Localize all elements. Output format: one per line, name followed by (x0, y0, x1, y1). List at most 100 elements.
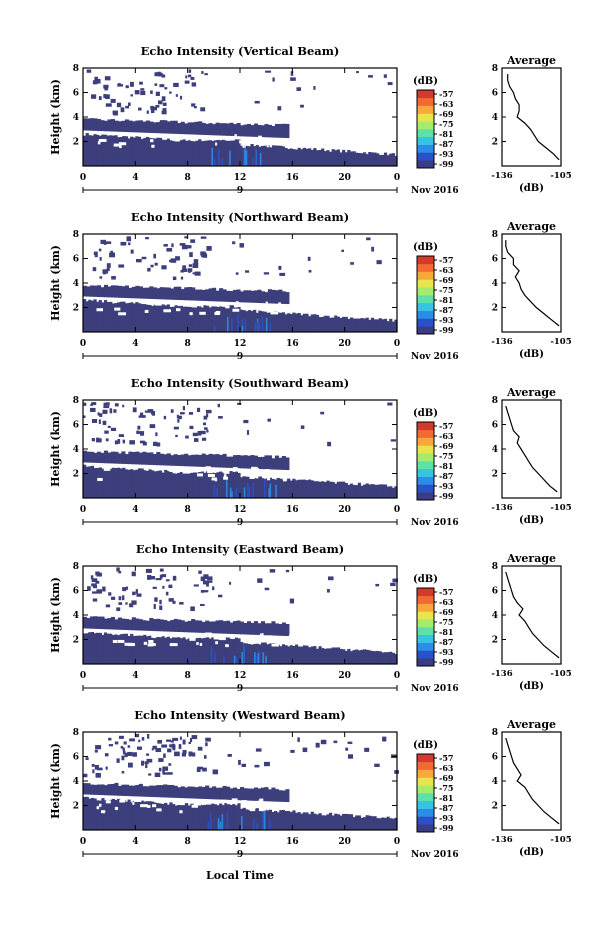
echo-speckle (131, 571, 136, 577)
colorbar-swatch (417, 650, 434, 659)
y-tick-label: 2 (73, 138, 79, 148)
echo-gap (103, 467, 111, 471)
echo-strong (252, 158, 255, 166)
echo-column (106, 800, 110, 830)
echo-column (90, 632, 95, 664)
echo-column (344, 316, 348, 332)
echo-column (132, 470, 136, 498)
colorbar-swatch (417, 588, 434, 597)
echo-speckle (179, 412, 185, 415)
echo-column (276, 644, 280, 664)
echo-column (122, 136, 126, 166)
colorbar-tick-label: -81 (439, 461, 453, 471)
echo-column (100, 120, 105, 132)
echo-column (278, 457, 283, 470)
echo-layer (83, 567, 398, 664)
echo-column (318, 646, 322, 664)
echo-column (219, 471, 223, 498)
echo-column (83, 796, 87, 830)
echo-column (215, 620, 220, 634)
echo-speckle (91, 402, 97, 406)
echo-column (179, 638, 184, 664)
echo-column (107, 452, 112, 464)
echo-column (187, 805, 191, 830)
echo-speckle (127, 751, 133, 756)
panel-title: Echo Intensity (Northward Beam) (131, 210, 349, 224)
echo-column (237, 803, 241, 830)
echo-speckle (92, 267, 97, 272)
echo-column (117, 453, 122, 464)
echo-column (260, 145, 265, 166)
echo-column (107, 119, 112, 132)
echo-strong (263, 810, 266, 830)
echo-speckle (179, 602, 184, 605)
echo-column (373, 484, 377, 498)
echo-column (253, 455, 259, 469)
day-label: 9 (237, 186, 243, 196)
echo-column (185, 140, 189, 166)
echo-speckle (368, 75, 373, 78)
echo-column (253, 309, 257, 332)
echo-column (264, 292, 269, 304)
echo-column (389, 318, 393, 332)
echo-column (124, 285, 129, 299)
echo-column (376, 319, 380, 332)
echo-column (247, 146, 252, 166)
x-tick-label: 12 (234, 173, 247, 183)
echo-layer (83, 733, 399, 830)
echo-column (191, 122, 196, 135)
echo-strong (231, 318, 233, 332)
echo-column (257, 788, 262, 802)
echo-column (246, 123, 252, 137)
x-tick-label: 12 (234, 671, 247, 681)
echo-column (336, 481, 341, 498)
echo-gap (322, 810, 327, 814)
echo-speckle (182, 739, 186, 745)
colorbar-tick-label: -81 (439, 793, 453, 803)
echo-gap (333, 632, 338, 636)
echo-gap (134, 798, 142, 802)
echo-column (117, 302, 121, 332)
echo-column (198, 620, 203, 633)
echo-column (274, 124, 279, 138)
echo-strong (269, 819, 271, 830)
echo-column (219, 454, 224, 468)
echo-gap (268, 635, 273, 639)
echo-column (182, 637, 186, 664)
echo-gap (148, 640, 154, 644)
echo-column (156, 618, 161, 632)
echo-column (362, 817, 367, 830)
echo-speckle (142, 441, 147, 446)
echo-column (179, 140, 184, 166)
echo-column (90, 465, 95, 498)
echo-speckle (100, 239, 106, 244)
echo-speckle (264, 587, 270, 591)
echo-column (233, 124, 238, 137)
echo-column (132, 137, 136, 166)
echo-speckle (188, 412, 194, 415)
echo-column (258, 310, 262, 332)
echo-column (294, 480, 299, 498)
echo-speckle (103, 422, 107, 426)
echo-column (164, 469, 168, 498)
echo-column (142, 121, 147, 133)
echo-column (124, 618, 129, 631)
echo-gap (355, 476, 361, 480)
echo-speckle (120, 745, 124, 749)
echo-column (159, 785, 164, 798)
echo-column (211, 306, 215, 332)
echo-speckle (126, 236, 132, 242)
echo-column (127, 138, 131, 166)
echo-column (279, 646, 283, 664)
echo-speckle (138, 739, 141, 743)
echo-column (161, 139, 165, 166)
x-tick-label: 16 (286, 173, 299, 183)
echo-column (124, 303, 129, 332)
echo-column (347, 150, 351, 166)
echo-column (284, 314, 288, 332)
echo-speckle (95, 580, 100, 584)
echo-column (292, 646, 296, 664)
y-tick-label: 8 (73, 728, 79, 738)
echo-column (253, 621, 259, 635)
y-tick-label: 2 (73, 470, 79, 480)
